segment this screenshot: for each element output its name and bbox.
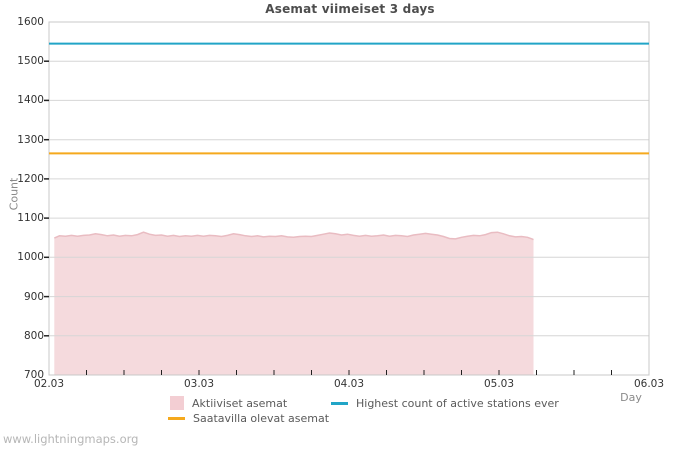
legend-item-highest-count: Highest count of active stations ever — [331, 396, 559, 410]
x-tick-label: 03.03 — [183, 378, 215, 390]
y-tick-label: 1000 — [17, 251, 44, 264]
legend-label-active-stations: Aktiiviset asemat — [192, 396, 288, 410]
y-tick-label: 1100 — [17, 212, 44, 225]
y-tick-label: 1600 — [17, 16, 44, 28]
watermark-text: www.lightningmaps.org — [3, 432, 139, 446]
y-tick-label: 1400 — [17, 94, 44, 107]
y-tick-label: 800 — [23, 329, 44, 342]
line-series-swatch-icon — [331, 401, 348, 405]
y-tick-label: 1200 — [17, 172, 44, 185]
line-series-swatch-icon — [168, 416, 185, 420]
y-tick-label: 700 — [23, 369, 44, 381]
area-series-swatch-icon — [170, 396, 184, 410]
legend-item-active-stations: Aktiiviset asemat — [170, 396, 287, 410]
y-tick-label: 900 — [23, 290, 44, 303]
x-tick-label: 05.03 — [483, 378, 515, 390]
y-axis-title: Count — [7, 177, 21, 211]
area-series-fill — [54, 232, 534, 375]
x-tick-label: 02.03 — [33, 378, 65, 390]
x-axis-title: Day — [620, 391, 642, 404]
chart-title: Asemat viimeiset 3 days — [265, 2, 435, 16]
x-tick-label: 04.03 — [333, 378, 365, 390]
x-tick-label: 06.03 — [633, 378, 665, 390]
area-series-edge — [53, 231, 534, 241]
y-tick-label: 1300 — [17, 133, 44, 146]
legend-label-highest-count: Highest count of active stations ever — [356, 396, 559, 410]
y-tick-label: 1500 — [17, 55, 44, 68]
legend-item-available-stations: Saatavilla olevat asemat — [168, 411, 329, 425]
legend-label-available-stations: Saatavilla olevat asemat — [193, 411, 330, 425]
